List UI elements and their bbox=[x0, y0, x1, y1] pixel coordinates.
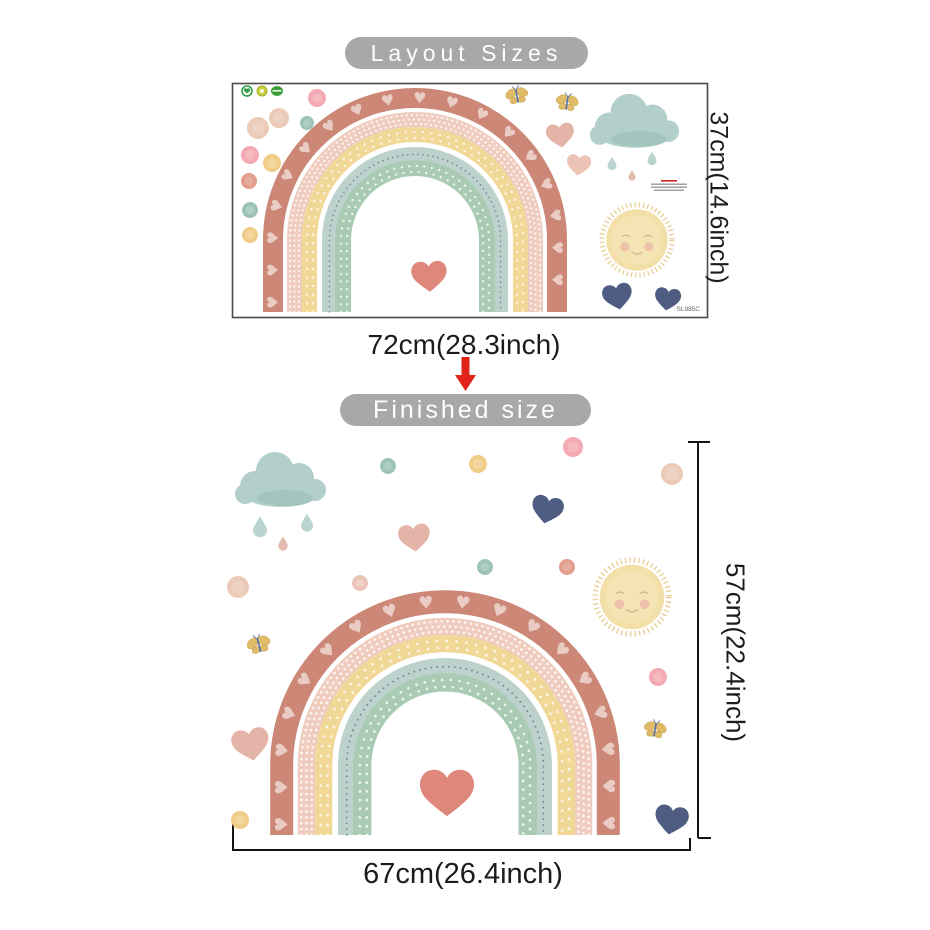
dot-icon bbox=[563, 437, 583, 457]
dot-icon bbox=[242, 202, 258, 218]
butterfly-icon bbox=[641, 717, 669, 741]
cloud-icon bbox=[235, 452, 326, 507]
raindrop-icon bbox=[278, 536, 288, 551]
dot-icon bbox=[269, 108, 289, 128]
sheet-width-label: 72cm(28.3inch) bbox=[367, 329, 561, 360]
heart-icon bbox=[397, 522, 432, 554]
dot-icon bbox=[380, 458, 396, 474]
down-arrow-icon bbox=[455, 357, 476, 391]
dot-icon bbox=[241, 173, 257, 189]
layout-sizes-banner: Layout Sizes bbox=[345, 37, 588, 69]
sheet-code: SL985C bbox=[677, 306, 701, 313]
heart-icon bbox=[229, 725, 272, 764]
dot-icon bbox=[477, 559, 493, 575]
dot-icon bbox=[649, 668, 667, 686]
heart-icon bbox=[419, 769, 475, 817]
finished-height-label: 57cm(22.4inch) bbox=[720, 562, 751, 743]
dot-icon bbox=[227, 576, 249, 598]
dot-icon bbox=[242, 227, 258, 243]
sun-icon bbox=[595, 560, 669, 634]
dot-icon bbox=[241, 146, 259, 164]
raindrop-icon bbox=[253, 516, 267, 538]
dot-icon bbox=[247, 117, 269, 139]
layout-sheet-scene bbox=[241, 83, 683, 313]
layout-sizes-banner-label: Layout Sizes bbox=[370, 39, 563, 66]
raindrop-icon bbox=[301, 513, 313, 532]
sheet-height-label: 37cm(14.6inch) bbox=[704, 111, 733, 284]
warning-text-block bbox=[651, 180, 687, 191]
finished-size-scene bbox=[227, 437, 691, 838]
finished-width-label: 67cm(26.4inch) bbox=[363, 858, 563, 890]
dot-icon bbox=[300, 116, 314, 130]
finished-size-banner: Finished size bbox=[340, 394, 591, 426]
dot-icon bbox=[352, 575, 368, 591]
heart-icon bbox=[652, 803, 691, 838]
measurement-lines bbox=[232, 441, 711, 851]
heart-icon bbox=[528, 493, 566, 527]
dot-icon bbox=[661, 463, 683, 485]
dot-icon bbox=[308, 89, 326, 107]
finished-size-banner-label: Finished size bbox=[373, 395, 558, 424]
dot-icon bbox=[263, 154, 281, 172]
dot-icon bbox=[231, 811, 249, 829]
butterfly-icon bbox=[243, 630, 275, 658]
certification-badge-icons bbox=[241, 85, 283, 97]
dot-icon bbox=[469, 455, 487, 473]
dot-icon bbox=[559, 559, 575, 575]
